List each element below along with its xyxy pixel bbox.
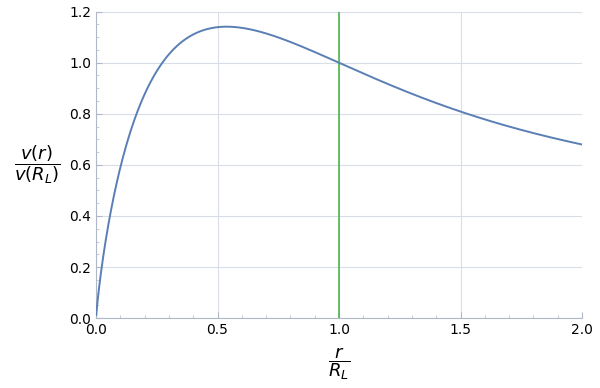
X-axis label: $\dfrac{r}{R_L}$: $\dfrac{r}{R_L}$ — [328, 345, 350, 382]
Y-axis label: $\dfrac{v(r)}{v(R_L)}$: $\dfrac{v(r)}{v(R_L)}$ — [14, 144, 61, 186]
